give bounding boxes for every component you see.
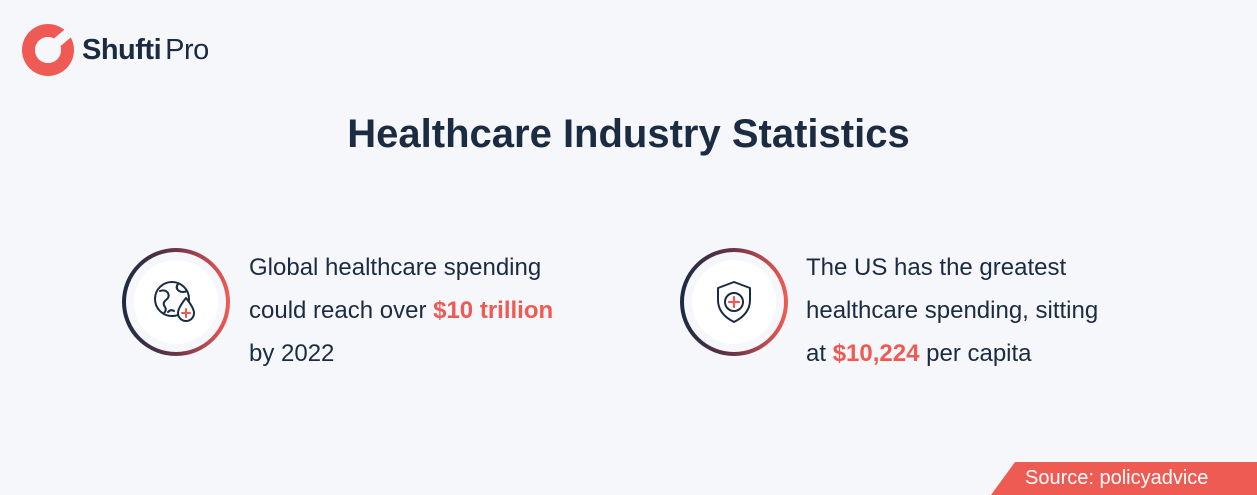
stat-line-text: at [806,340,833,367]
stat-line: The US has the greatest [806,254,1067,281]
stat-line-text: per capita [919,340,1032,367]
stat-card-global-spending: Global healthcare spending could reach o… [120,246,553,375]
shufti-pro-logo-icon [22,24,74,76]
brand-logo: Shufti Pro [22,24,209,76]
stat-line: Global healthcare spending [249,254,542,281]
stat-text-global-spending: Global healthcare spending could reach o… [249,246,553,375]
stat-highlight-value: $10,224 [832,340,920,367]
source-badge: Source: policyadvice [991,462,1257,495]
stat-line: at $10,224 per capita [806,332,1098,375]
stat-card-us-spending: The US has the greatest healthcare spend… [678,246,1098,375]
brand-name-bold: Shufti [82,33,162,66]
brand-name-light: Pro [165,33,209,66]
stat-line: could reach over $10 trillion [249,289,553,332]
stat-line-text: could reach over [249,297,434,324]
stat-line: healthcare spending, sitting [806,297,1099,324]
brand-name: Shufti Pro [82,33,209,66]
shield-medical-cross-icon [680,248,788,356]
globe-blood-drop-icon [122,248,230,356]
stat-highlight-value: $10 trillion [433,297,554,324]
stat-line: by 2022 [249,340,335,367]
stat-text-us-spending: The US has the greatest healthcare spend… [806,246,1098,375]
page-title: Healthcare Industry Statistics [347,112,910,156]
